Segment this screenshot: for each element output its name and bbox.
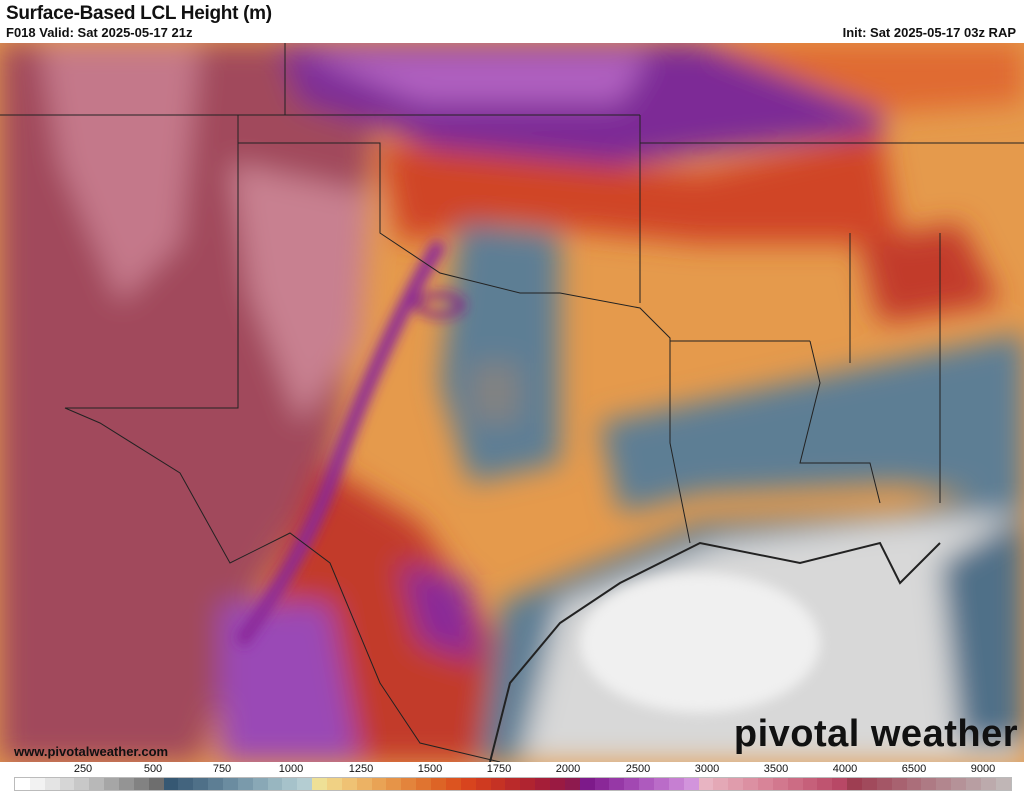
init-time: Init: Sat 2025-05-17 03z RAP (842, 25, 1016, 40)
colorbar-swatch (104, 778, 120, 790)
colorbar-swatch (29, 778, 45, 790)
colorbar-swatch (980, 778, 996, 790)
colorbar-swatch (431, 778, 446, 790)
colorbar-swatch (386, 778, 402, 790)
colorbar-swatch (832, 778, 848, 790)
colorbar-swatch (891, 778, 907, 790)
colorbar-swatch (668, 778, 684, 790)
colorbar-swatch (921, 778, 937, 790)
colorbar-swatch (475, 778, 491, 790)
colorbar-swatch (966, 778, 981, 790)
colorbar-swatch (535, 778, 550, 790)
colorbar-swatch (223, 778, 238, 790)
colorbar-label: 1750 (486, 763, 512, 775)
colorbar-label: 9000 (970, 763, 996, 775)
colorbar-label: 250 (73, 763, 93, 775)
colorbar-swatch (119, 778, 134, 790)
colorbar-swatch (847, 778, 862, 790)
colorbar-swatch (757, 778, 773, 790)
colorbar-swatch (15, 778, 30, 790)
colorbar-swatch (876, 778, 892, 790)
colorbar-swatch (728, 778, 744, 790)
colorbar-label: 4000 (832, 763, 858, 775)
colorbar-labels: 250 500 750 1000 1250 1500 1750 2000 250… (0, 763, 1024, 775)
colorbar-swatch (297, 778, 313, 790)
colorbar-label: 1250 (348, 763, 374, 775)
colorbar-label: 1000 (278, 763, 304, 775)
colorbar-swatch (936, 778, 952, 790)
colorbar-swatch (639, 778, 654, 790)
colorbar-swatch (44, 778, 60, 790)
colorbar-swatch (490, 778, 506, 790)
colorbar-label: 750 (212, 763, 232, 775)
colorbar-swatch (74, 778, 90, 790)
colorbar-swatch (609, 778, 625, 790)
colorbar-swatch (282, 778, 298, 790)
colorbar-swatch (237, 778, 253, 790)
weather-map[interactable]: www.pivotalweather.com pivotal weather (0, 43, 1024, 762)
colorbar-swatch (163, 778, 179, 790)
colorbar-swatch (208, 778, 224, 790)
colorbar-swatch (505, 778, 521, 790)
colorbar-swatch (861, 778, 877, 790)
colorbar-label: 3500 (763, 763, 789, 775)
colorbar-swatch (683, 778, 699, 790)
colorbar-swatch (713, 778, 729, 790)
valid-time: F018 Valid: Sat 2025-05-17 21z (6, 25, 193, 40)
colorbar-label: 500 (143, 763, 163, 775)
coastline (489, 541, 941, 762)
colorbar-swatch (743, 778, 758, 790)
colorbar-label: 2500 (625, 763, 651, 775)
colorbar-swatch (312, 778, 328, 790)
colorbar-swatch (906, 778, 922, 790)
colorbar-swatch (178, 778, 194, 790)
colorbar-swatch (89, 778, 105, 790)
colorbar-swatch (416, 778, 432, 790)
colorbar-label: 2000 (555, 763, 581, 775)
colorbar-swatch (445, 778, 461, 790)
colorbar-swatch (193, 778, 209, 790)
colorbar-swatch (341, 778, 357, 790)
website-credit[interactable]: www.pivotalweather.com (14, 744, 169, 759)
colorbar-label: 6500 (901, 763, 927, 775)
pivotal-weather-logo: pivotal weather (733, 713, 1018, 755)
lcl-height-field (0, 43, 1024, 762)
colorbar-swatch (653, 778, 669, 790)
colorbar-swatch (267, 778, 283, 790)
colorbar-swatch (401, 778, 417, 790)
colorbar-swatch (817, 778, 833, 790)
colorbar-swatch (252, 778, 268, 790)
colorbar-swatch (995, 778, 1011, 790)
colorbar (14, 777, 1012, 791)
colorbar-swatch (787, 778, 803, 790)
map-title: Surface-Based LCL Height (m) (6, 3, 272, 24)
colorbar-swatch (371, 778, 387, 790)
colorbar-swatch (802, 778, 818, 790)
colorbar-label: 3000 (694, 763, 720, 775)
colorbar-swatch (698, 778, 714, 790)
colorbar-swatch (594, 778, 610, 790)
colorbar-swatch (327, 778, 342, 790)
colorbar-swatch (148, 778, 164, 790)
colorbar-swatch (564, 778, 580, 790)
colorbar-swatch (356, 778, 372, 790)
colorbar-swatch (951, 778, 966, 790)
colorbar-swatch (460, 778, 476, 790)
colorbar-label: 1500 (417, 763, 443, 775)
colorbar-swatch (579, 778, 595, 790)
colorbar-swatch (549, 778, 565, 790)
colorbar-swatch (133, 778, 149, 790)
state-borders (0, 43, 1024, 762)
colorbar-swatch (59, 778, 75, 790)
colorbar-swatch (772, 778, 788, 790)
colorbar-swatch (520, 778, 536, 790)
colorbar-swatch (624, 778, 640, 790)
